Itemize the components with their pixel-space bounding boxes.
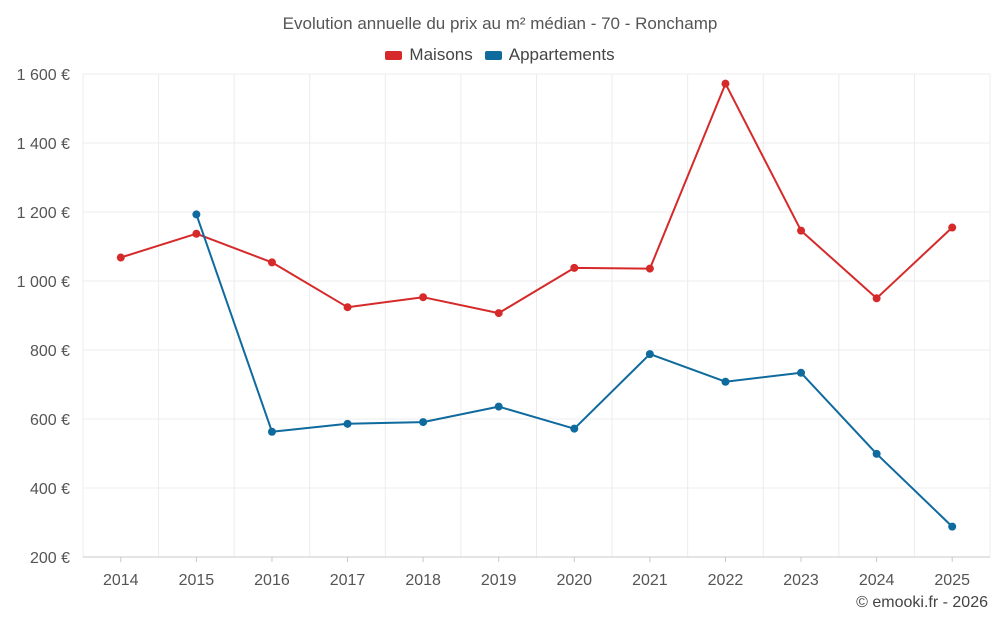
data-point-appartements[interactable]: [797, 368, 806, 377]
data-point-maisons[interactable]: [948, 223, 957, 232]
grid-lines: [82, 73, 991, 557]
data-point-appartements[interactable]: [343, 419, 352, 428]
x-tick-label: 2019: [481, 572, 517, 589]
x-tick-label: 2016: [254, 572, 290, 589]
data-point-maisons[interactable]: [570, 263, 579, 272]
data-point-maisons[interactable]: [797, 226, 806, 235]
legend-swatch-maisons: [385, 50, 403, 60]
series-points: [116, 79, 957, 531]
x-tick-label: 2025: [934, 572, 970, 589]
x-tick-label: 2022: [708, 572, 744, 589]
y-tick-label: 1 200 €: [17, 205, 70, 222]
chart-title: Evolution annuelle du prix au m² médian …: [282, 14, 718, 33]
x-tick-label: 2014: [103, 572, 139, 589]
data-point-maisons[interactable]: [872, 294, 881, 303]
y-tick-label: 1 600 €: [17, 67, 70, 84]
y-tick-label: 800 €: [30, 343, 70, 360]
x-axis-ticks: 2014 2015 2016 2017 2018 2019 2020 2021 2022 2023…: [103, 572, 970, 589]
x-tick-label: 2023: [783, 572, 819, 589]
data-point-maisons[interactable]: [343, 303, 352, 312]
y-tick-label: 1 000 €: [17, 274, 70, 291]
series-line-maisons: [120, 82, 953, 315]
data-point-appartements[interactable]: [494, 402, 503, 411]
x-tick-label: 2021: [632, 572, 668, 589]
y-tick-label: 400 €: [30, 481, 70, 498]
data-point-maisons[interactable]: [267, 258, 276, 267]
x-tick-label: 2018: [405, 572, 441, 589]
x-tick-label: 2015: [179, 572, 215, 589]
data-point-maisons[interactable]: [721, 79, 730, 88]
data-point-maisons[interactable]: [494, 309, 503, 318]
data-point-maisons[interactable]: [192, 229, 201, 238]
x-tick-label: 2020: [556, 572, 592, 589]
data-point-appartements[interactable]: [192, 210, 201, 219]
y-axis-ticks: 200 € 400 € 600 € 800 € 1 000 € 1 200 € 1 400 …: [17, 67, 70, 567]
data-point-maisons[interactable]: [419, 293, 428, 302]
credit-text: © emooki.fr - 2026: [856, 594, 988, 611]
legend-label-appartements: Appartements: [508, 45, 615, 64]
data-point-appartements[interactable]: [645, 350, 654, 359]
y-tick-label: 1 400 €: [17, 136, 70, 153]
data-point-appartements[interactable]: [267, 427, 276, 436]
data-point-appartements[interactable]: [872, 449, 881, 458]
data-point-appartements[interactable]: [948, 522, 957, 531]
legend-item-appartements[interactable]: Appartements: [484, 45, 615, 65]
legend-item-maisons[interactable]: Maisons: [385, 45, 473, 65]
legend: Maisons Appartements: [0, 45, 1000, 65]
legend-label-maisons: Maisons: [409, 45, 473, 64]
x-tick-label: 2017: [330, 572, 366, 589]
axes: [83, 556, 990, 562]
data-point-maisons[interactable]: [645, 264, 654, 273]
legend-swatch-appartements: [484, 50, 502, 60]
data-point-appartements[interactable]: [419, 418, 428, 427]
x-tick-label: 2024: [859, 572, 895, 589]
y-tick-label: 600 €: [30, 412, 70, 429]
y-tick-label: 200 €: [30, 550, 70, 567]
data-point-maisons[interactable]: [116, 253, 125, 262]
data-point-appartements[interactable]: [721, 377, 730, 386]
data-point-appartements[interactable]: [570, 424, 579, 433]
